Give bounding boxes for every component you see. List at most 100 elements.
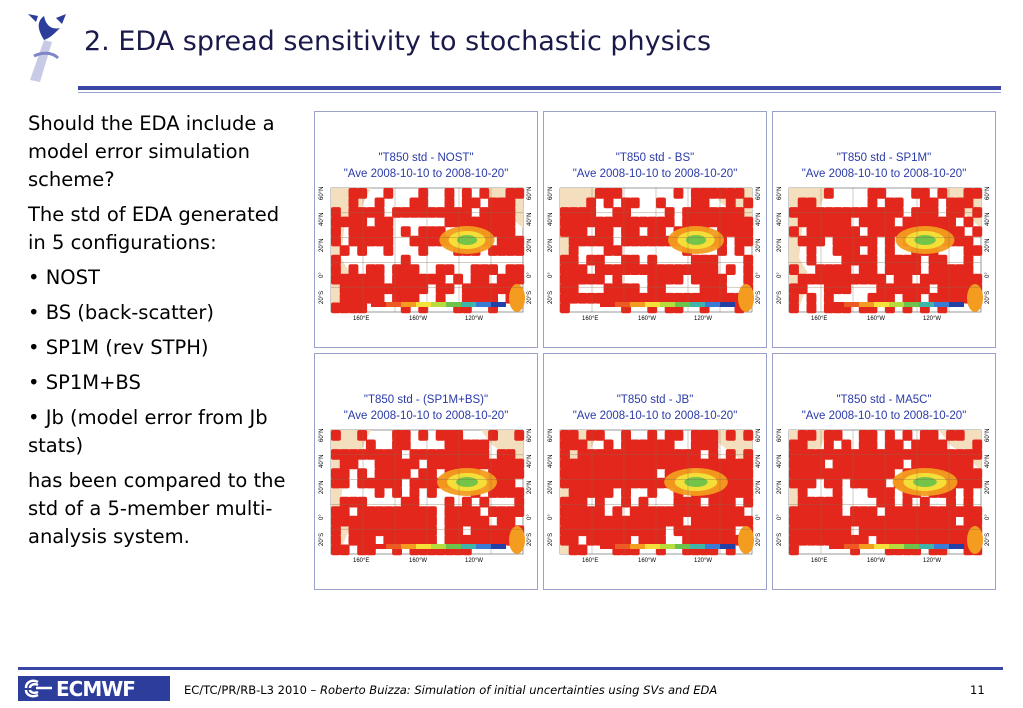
- latitude-label: 20°N: [548, 238, 554, 252]
- longitude-label: 160°E: [811, 316, 828, 322]
- color-scale-swatch: [844, 544, 859, 549]
- latitude-label: 20°S: [319, 532, 325, 546]
- longitude-label: 160°E: [811, 558, 828, 564]
- latitude-label: 60°N: [319, 186, 325, 200]
- latitude-label: 60°N: [548, 428, 554, 442]
- color-scale-swatch: [491, 544, 506, 549]
- latitude-label: 0°: [756, 514, 762, 520]
- color-scale-swatch: [705, 302, 720, 307]
- color-scale-swatch: [476, 302, 491, 307]
- longitude-label: 160°W: [409, 316, 428, 322]
- color-scale-swatch: [660, 544, 675, 549]
- latitude-label: 20°S: [985, 290, 991, 304]
- map-panel-period: "Ave 2008-10-10 to 2008-10-20": [343, 168, 509, 180]
- latitude-label: 60°N: [527, 428, 533, 442]
- latitude-label: 20°S: [777, 532, 783, 546]
- latitude-label: 60°N: [548, 186, 554, 200]
- color-scale-swatch: [859, 544, 874, 549]
- map-panel-period: "Ave 2008-10-10 to 2008-10-20": [572, 168, 738, 180]
- latitude-label: 20°N: [756, 480, 762, 494]
- color-scale-swatch: [491, 302, 506, 307]
- body-paragraph: Should the EDA include a model error sim…: [28, 112, 275, 191]
- footer-citation-italic: Roberto Buizza: Simulation of initial un…: [319, 683, 718, 697]
- latitude-label: 40°N: [985, 454, 991, 468]
- longitude-label: 120°W: [694, 316, 713, 322]
- latitude-label: 20°N: [319, 238, 325, 252]
- latitude-label: 0°: [319, 272, 325, 278]
- latitude-label: 20°N: [548, 480, 554, 494]
- latitude-label: 0°: [548, 514, 554, 520]
- map-panel-period: "Ave 2008-10-10 to 2008-10-20": [343, 410, 509, 422]
- color-scale-swatch: [371, 302, 386, 307]
- latitude-label: 20°S: [985, 532, 991, 546]
- color-scale-swatch: [690, 544, 705, 549]
- color-scale-swatch: [600, 544, 615, 549]
- color-scale-swatch: [919, 302, 934, 307]
- latitude-label: 60°N: [777, 428, 783, 442]
- latitude-label: 20°N: [527, 238, 533, 252]
- color-scale-swatch: [829, 302, 844, 307]
- map-panel-title: "T850 std - SP1M": [836, 152, 932, 164]
- color-scale-swatch: [874, 544, 889, 549]
- map-panel: "T850 std - BS" "Ave 2008-10-10 to 2008-1…: [543, 111, 767, 348]
- ecmwf-footer-logo: ECMWF: [18, 676, 170, 701]
- latitude-label: 0°: [319, 514, 325, 520]
- footer-citation-plain: EC/TC/PR/RB-L3 2010 –: [184, 683, 320, 697]
- color-scale-swatch: [859, 302, 874, 307]
- title-divider: [78, 86, 1001, 90]
- latitude-label: 0°: [777, 272, 783, 278]
- latitude-label: 40°N: [319, 212, 325, 226]
- longitude-label: 160°W: [867, 316, 886, 322]
- map-field: [788, 429, 983, 556]
- color-scale-swatch: [934, 544, 949, 549]
- ecmwf-swirl-icon: [24, 679, 52, 698]
- color-scale-swatch: [615, 544, 630, 549]
- title-divider-thin: [78, 92, 1001, 93]
- color-scale-swatch: [446, 544, 461, 549]
- map-panel-period: "Ave 2008-10-10 to 2008-10-20": [801, 410, 967, 422]
- color-scale-swatch: [675, 302, 690, 307]
- latitude-label: 40°N: [527, 212, 533, 226]
- color-scale-swatch: [934, 302, 949, 307]
- map-panel-period: "Ave 2008-10-10 to 2008-10-20": [801, 168, 967, 180]
- longitude-label: 160°W: [867, 558, 886, 564]
- latitude-label: 20°N: [777, 238, 783, 252]
- map-panel-title: "T850 std - JB": [616, 394, 694, 406]
- map-panel: "T850 std - JB" "Ave 2008-10-10 to 2008-1…: [543, 353, 767, 590]
- map-panel-period: "Ave 2008-10-10 to 2008-10-20": [572, 410, 738, 422]
- map-panel: "T850 std - MA5C" "Ave 2008-10-10 to 2008…: [772, 353, 996, 590]
- longitude-label: 120°W: [923, 558, 942, 564]
- latitude-label: 40°N: [548, 212, 554, 226]
- color-scale-swatch: [371, 544, 386, 549]
- map-field: [330, 187, 525, 314]
- latitude-label: 0°: [527, 272, 533, 278]
- color-scale-swatch: [446, 302, 461, 307]
- longitude-label: 160°W: [638, 316, 657, 322]
- longitude-label: 120°W: [465, 316, 484, 322]
- map-panel: "T850 std - NOST" "Ave 2008-10-10 to 2008…: [314, 111, 538, 348]
- latitude-label: 60°N: [319, 428, 325, 442]
- color-scale-swatch: [401, 302, 416, 307]
- latitude-label: 60°N: [985, 428, 991, 442]
- latitude-label: 20°N: [527, 480, 533, 494]
- color-scale-swatch: [416, 544, 431, 549]
- map-panel: "T850 std - SP1M" "Ave 2008-10-10 to 2008…: [772, 111, 996, 348]
- latitude-label: 40°N: [548, 454, 554, 468]
- latitude-label: 60°N: [985, 186, 991, 200]
- color-scale-swatch: [645, 302, 660, 307]
- body-text: Should the EDA include a model error sim…: [28, 110, 303, 558]
- color-scale-swatch: [630, 302, 645, 307]
- latitude-label: 40°N: [527, 454, 533, 468]
- latitude-label: 0°: [548, 272, 554, 278]
- latitude-label: 20°N: [319, 480, 325, 494]
- latitude-label: 40°N: [756, 212, 762, 226]
- latitude-label: 20°S: [548, 290, 554, 304]
- color-scale-swatch: [630, 544, 645, 549]
- latitude-label: 0°: [756, 272, 762, 278]
- color-scale-swatch: [431, 302, 446, 307]
- latitude-label: 60°N: [756, 428, 762, 442]
- color-scale-swatch: [720, 544, 735, 549]
- latitude-label: 0°: [527, 514, 533, 520]
- color-scale-swatch: [705, 544, 720, 549]
- ecmwf-logo-icon: [28, 14, 66, 82]
